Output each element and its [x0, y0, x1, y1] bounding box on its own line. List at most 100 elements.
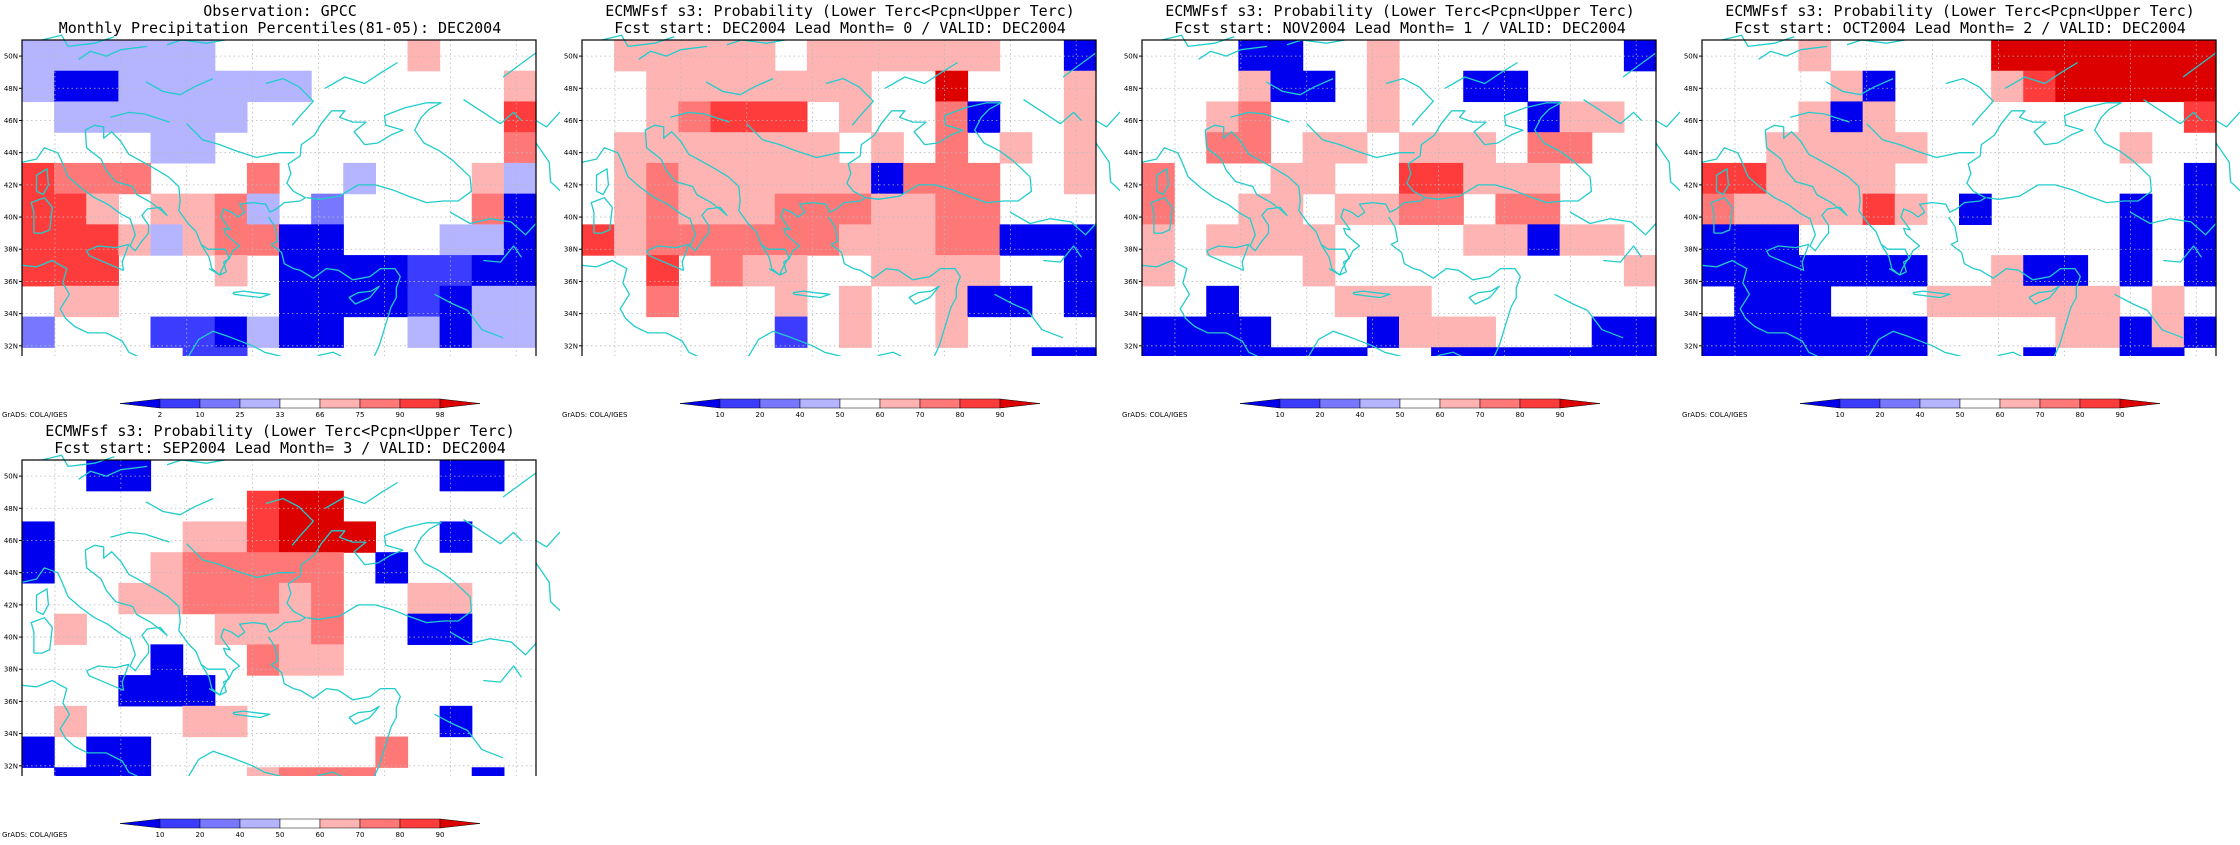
grid-cell [1206, 285, 1239, 318]
grid-cell [1238, 347, 1272, 356]
map-panel-5: ECMWFsf s3: Probability (Lower Terc<Pcpn… [0, 420, 560, 840]
grid-cell [774, 101, 808, 133]
coastline [760, 243, 790, 276]
grid-cell [1527, 132, 1561, 164]
grid-cell [774, 224, 808, 256]
coastline [86, 243, 130, 271]
lat-label: 44N [1684, 149, 1698, 157]
coastline [1062, 52, 1097, 78]
colorbar: 10 20 40 50 60 70 80 90 [119, 818, 481, 839]
grid-cell [214, 101, 248, 133]
map-frame [1141, 39, 1657, 356]
colorbar-swatch [279, 818, 321, 829]
colorbar-swatch [119, 818, 161, 829]
grid-cell [1238, 70, 1272, 103]
coastline [1095, 142, 1120, 192]
grid-cell [1766, 347, 1799, 356]
grid-cell [1862, 101, 1896, 133]
grid-cell [1862, 70, 1896, 103]
grid-cell [22, 736, 55, 768]
grid-cell [710, 162, 744, 195]
coastline [1468, 285, 1500, 305]
grid-cell [2119, 316, 2153, 348]
grid-cell [1366, 70, 1400, 103]
grid-cell [182, 316, 216, 348]
colorbar-swatch [1959, 398, 2001, 409]
grid-cell [246, 644, 280, 676]
colorbar-swatch [719, 398, 761, 409]
map-frame [21, 39, 537, 356]
grid-cell [1702, 162, 1735, 195]
colorbar-label: 90 [2116, 411, 2125, 419]
grid-cell [1830, 347, 1864, 356]
lat-label: 48N [4, 85, 18, 93]
colorbar: 2 10 25 33 66 75 90 98 [119, 398, 481, 419]
colorbar-label: 60 [876, 411, 885, 419]
coastline [502, 472, 537, 498]
lat-label: 50N [1124, 53, 1138, 61]
grid-cell [471, 767, 505, 776]
coastline [232, 710, 271, 719]
grid-cell [471, 162, 505, 195]
coastline [324, 481, 398, 509]
coastline [2215, 111, 2240, 128]
colorbar-swatch [959, 398, 1001, 409]
coastline [535, 142, 560, 192]
grid-cell [279, 582, 312, 615]
colorbar-label: 80 [396, 831, 405, 839]
title-line-2: Fcst start: SEP2004 Lead Month= 3 / VALI… [54, 439, 506, 457]
coastline [535, 531, 560, 548]
grid-cell [839, 40, 872, 72]
grid-cell [1334, 347, 1368, 356]
colorbar-swatch [199, 818, 241, 829]
grid-cell [150, 132, 184, 164]
grid-cell [246, 552, 280, 584]
lat-label: 46N [4, 537, 18, 545]
grid-cell [503, 193, 537, 225]
grid-cell [2087, 40, 2121, 72]
precip-map: 30N32N34N36N38N40N42N44N46N48N50N10E15E2… [1684, 34, 2240, 356]
lat-label: 36N [564, 278, 578, 286]
grid-cell [1559, 132, 1593, 164]
grid-cell [1559, 347, 1593, 356]
coastline [463, 99, 522, 125]
lat-label: 48N [564, 85, 578, 93]
colorbar-label: 25 [236, 411, 245, 419]
coastline [1444, 61, 1518, 89]
coastline [1141, 102, 1593, 276]
grid-cell [54, 285, 87, 318]
grid-cell [999, 224, 1033, 256]
colorbar-label: 98 [436, 411, 445, 419]
grid-cell [2055, 316, 2089, 348]
grid-cell [439, 613, 473, 645]
grid-cell [343, 162, 376, 195]
grid-cell [311, 767, 344, 776]
lat-label: 48N [4, 505, 18, 513]
title-line-1: ECMWFsf s3: Probability (Lower Terc<Pcpn… [45, 422, 515, 440]
colorbar-swatch [1799, 398, 1841, 409]
grid-cell [839, 224, 872, 256]
grid-cell [182, 582, 216, 615]
grid-cell [1894, 347, 1928, 356]
grid-cell [311, 285, 344, 318]
grid-cell [678, 40, 712, 72]
lat-label: 42N [564, 181, 578, 189]
grid-cell [118, 162, 152, 195]
lat-label: 40N [1684, 214, 1698, 222]
lat-label: 44N [564, 149, 578, 157]
coastline [884, 61, 958, 89]
grid-cell [1463, 162, 1496, 195]
coastline [535, 111, 560, 128]
grid-cell [1399, 316, 1432, 348]
coastline [1866, 123, 1975, 159]
grid-cell [1063, 285, 1097, 318]
grid-cell [1431, 162, 1464, 195]
grid-cell [2119, 224, 2153, 256]
coastline [78, 45, 148, 60]
grid-cell [678, 162, 712, 195]
colorbar-label: 20 [196, 831, 205, 839]
lat-label: 50N [1684, 53, 1698, 61]
coastline [1043, 245, 1083, 263]
grid-cell [182, 132, 216, 164]
grid-cell [150, 224, 184, 256]
